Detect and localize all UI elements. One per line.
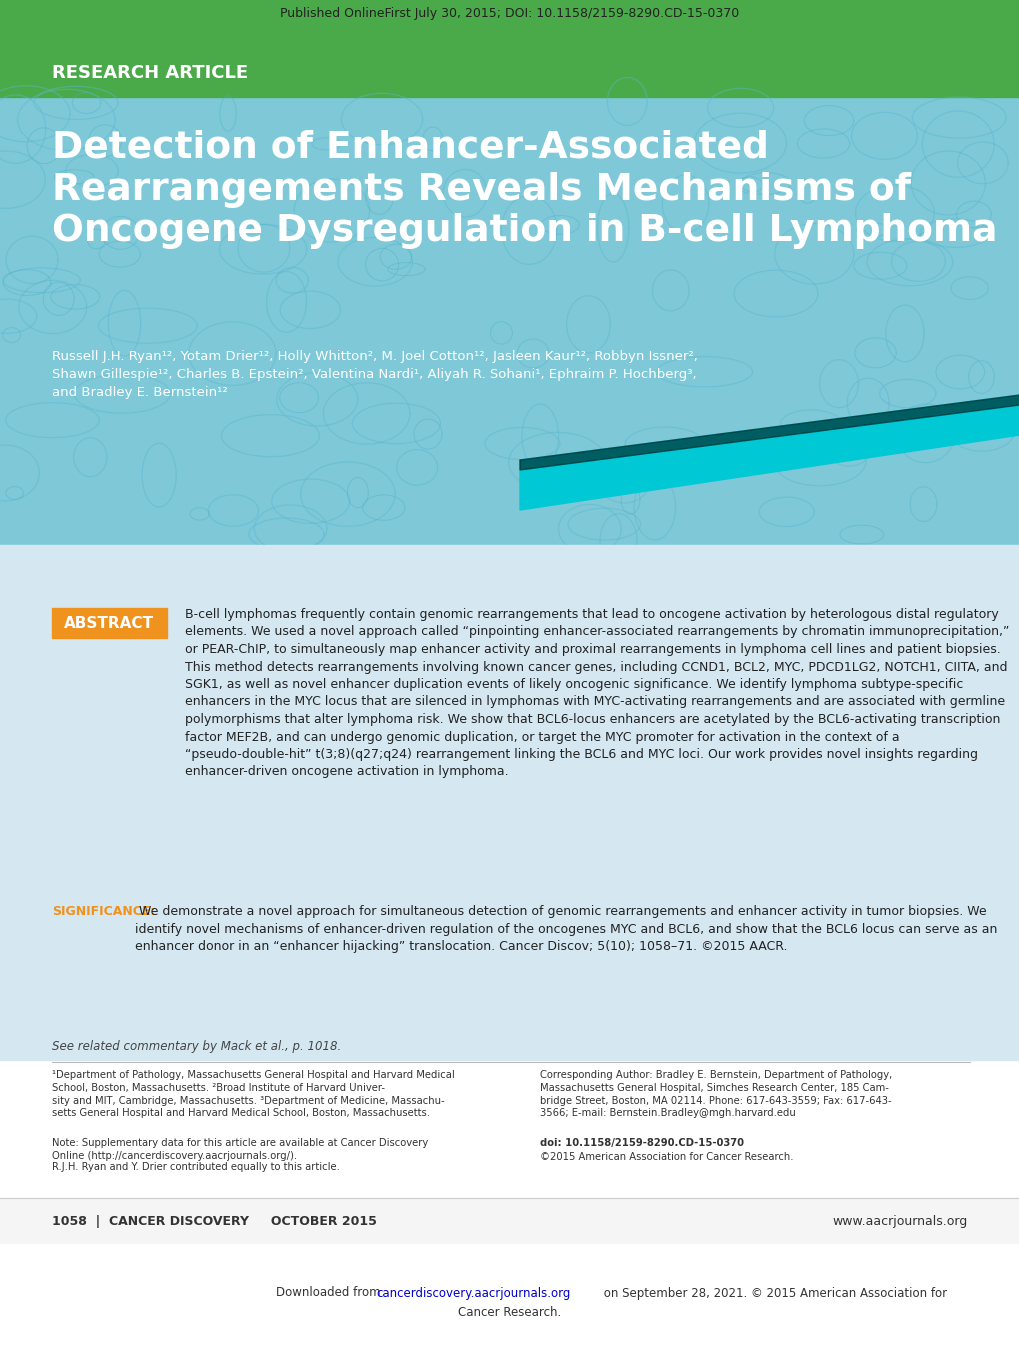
Text: Detection of Enhancer-Associated
Rearrangements Reveals Mechanisms of
Oncogene D: Detection of Enhancer-Associated Rearran… [52,130,997,249]
Text: Corresponding Author: Bradley E. Bernstein, Department of Pathology,
Massachuset: Corresponding Author: Bradley E. Bernste… [539,1070,892,1119]
Polygon shape [520,395,1019,510]
Text: B-cell lymphomas frequently contain genomic rearrangements that lead to oncogene: B-cell lymphomas frequently contain geno… [184,607,1009,778]
Text: 1058  |  CANCER DISCOVERY     OCTOBER 2015: 1058 | CANCER DISCOVERY OCTOBER 2015 [52,1215,376,1227]
Text: ABSTRACT: ABSTRACT [64,616,154,630]
Text: We demonstrate a novel approach for simultaneous detection of genomic rearrangem: We demonstrate a novel approach for simu… [135,905,997,953]
Text: R.J.H. Ryan and Y. Drier contributed equally to this article.: R.J.H. Ryan and Y. Drier contributed equ… [52,1162,339,1172]
Text: See related commentary by Mack et al., p. 1018.: See related commentary by Mack et al., p… [52,1040,341,1053]
Bar [52,607,167,639]
Bar [0,0,1019,97]
Text: RESEARCH ARTICLE: RESEARCH ARTICLE [52,64,248,83]
Text: cancerdiscovery.aacrjournals.org: cancerdiscovery.aacrjournals.org [376,1287,570,1299]
Bar [0,1197,1019,1243]
Bar [0,545,1019,1059]
Bar [0,97,1019,545]
Text: Russell J.H. Ryan¹², Yotam Drier¹², Holly Whitton², M. Joel Cotton¹², Jasleen Ka: Russell J.H. Ryan¹², Yotam Drier¹², Holl… [52,350,697,399]
Text: ©2015 American Association for Cancer Research.: ©2015 American Association for Cancer Re… [539,1151,793,1162]
Polygon shape [520,395,1019,469]
Text: doi: 10.1158/2159-8290.CD-15-0370: doi: 10.1158/2159-8290.CD-15-0370 [539,1138,743,1147]
Text: Downloaded from: Downloaded from [276,1287,384,1299]
Text: on September 28, 2021. © 2015 American Association for: on September 28, 2021. © 2015 American A… [599,1287,947,1299]
Text: SIGNIFICANCE:: SIGNIFICANCE: [52,905,155,917]
Text: Published OnlineFirst July 30, 2015; DOI: 10.1158/2159-8290.CD-15-0370: Published OnlineFirst July 30, 2015; DOI… [280,7,739,19]
Text: ¹Department of Pathology, Massachusetts General Hospital and Harvard Medical
Sch: ¹Department of Pathology, Massachusetts … [52,1070,454,1119]
Text: Cancer Research.: Cancer Research. [458,1307,561,1319]
Text: www.aacrjournals.org: www.aacrjournals.org [832,1215,967,1227]
Text: Note: Supplementary data for this article are available at Cancer Discovery
Onli: Note: Supplementary data for this articl… [52,1138,428,1161]
